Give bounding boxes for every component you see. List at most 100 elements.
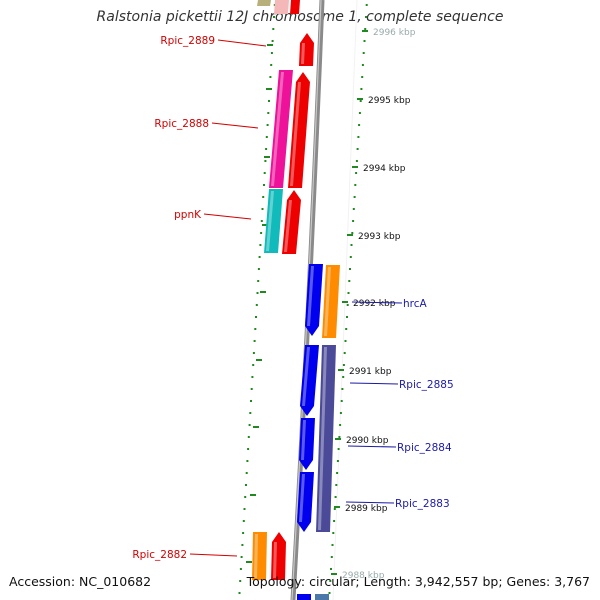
minor-tick-right <box>339 424 342 426</box>
gene-rpic-2885-blue[interactable] <box>300 345 319 416</box>
minor-tick-right <box>365 4 368 6</box>
gene-highlight <box>302 347 310 406</box>
gene-rpic-2882-red[interactable] <box>271 532 286 580</box>
gene-label-rpic_2885[interactable]: Rpic_2885 <box>399 379 454 391</box>
minor-tick-left <box>241 544 244 546</box>
major-tick <box>260 291 266 293</box>
minor-tick-right <box>346 304 349 306</box>
minor-tick-left <box>265 136 268 138</box>
minor-tick-left <box>239 568 242 570</box>
tick-label: 2990 kbp <box>346 436 389 446</box>
tick-label: 2996 kbp <box>373 28 416 38</box>
gene-rpic-2883-blue[interactable] <box>297 472 314 532</box>
minor-tick-left <box>250 400 252 402</box>
minor-tick-left <box>252 364 255 366</box>
gene-top-partial-olive <box>257 0 271 6</box>
minor-tick-right <box>343 352 346 354</box>
gene-label-hrca[interactable]: hrcA <box>403 298 428 310</box>
minor-tick-right <box>338 436 341 438</box>
gene-highlight <box>271 72 284 186</box>
major-tick <box>262 224 268 226</box>
minor-tick-left <box>244 496 247 498</box>
tick-label: 2989 kbp <box>345 504 388 514</box>
minor-tick-right <box>365 16 367 18</box>
minor-tick-left <box>249 412 252 414</box>
topology-label: Topology: circular; Length: 3,942,557 bp… <box>246 574 590 589</box>
minor-tick-right <box>334 496 337 498</box>
gene-rpic-2888-red[interactable] <box>288 72 310 188</box>
gene-hrca-orange[interactable] <box>322 265 340 338</box>
major-tick <box>335 438 341 440</box>
minor-tick-right <box>342 364 345 366</box>
minor-tick-right <box>333 520 336 522</box>
minor-tick-right <box>354 184 357 186</box>
minor-tick-left <box>242 520 245 522</box>
tick-label: 2988 kbp <box>342 571 385 581</box>
gene-ppnk-cyan[interactable] <box>264 189 283 253</box>
minor-tick-left <box>240 556 243 558</box>
gene-highlight <box>254 534 258 578</box>
minor-tick-right <box>337 448 340 450</box>
minor-tick-right <box>330 568 332 570</box>
gene-rpic-2885-purple[interactable] <box>316 345 336 532</box>
minor-tick-right <box>352 208 355 210</box>
gene-hrca-blue[interactable] <box>305 264 323 336</box>
accession-label: Accession: NC_010682 <box>9 574 152 589</box>
gene-rpic-2888-magenta[interactable] <box>269 70 293 188</box>
minor-tick-left <box>271 40 274 42</box>
minor-tick-right <box>361 76 364 78</box>
major-tick <box>342 301 348 303</box>
minor-tick-left <box>257 268 260 270</box>
minor-tick-left <box>272 28 275 30</box>
gene-ppnk-red[interactable] <box>282 190 301 254</box>
major-tick <box>331 573 337 575</box>
minor-tick-right <box>342 376 345 378</box>
gene-label-rpic_2888[interactable]: Rpic_2888 <box>154 118 209 130</box>
gene-label-rpic_2883[interactable]: Rpic_2883 <box>395 498 450 510</box>
callout-line <box>347 445 397 448</box>
major-tick <box>256 359 262 361</box>
gene-label-rpic_2882[interactable]: Rpic_2882 <box>132 549 187 561</box>
gene-rpic-2889[interactable] <box>299 33 314 66</box>
major-tick <box>250 494 256 496</box>
minor-tick-left <box>239 580 242 582</box>
minor-tick-right <box>332 532 335 534</box>
minor-tick-right <box>357 136 360 138</box>
minor-tick-right <box>353 196 356 198</box>
minor-tick-left <box>265 148 268 150</box>
gene-label-rpic_2884[interactable]: Rpic_2884 <box>397 442 452 454</box>
minor-tick-left <box>257 280 260 282</box>
minor-tick-left <box>267 112 270 114</box>
minor-tick-right <box>349 268 351 270</box>
minor-tick-left <box>258 256 261 258</box>
minor-tick-left <box>243 508 246 510</box>
minor-tick-left <box>270 52 273 54</box>
minor-tick-right <box>344 340 347 342</box>
minor-tick-right <box>359 100 362 102</box>
gene-highlight <box>290 82 301 186</box>
gene-top-partial-pink <box>274 0 289 14</box>
minor-tick-left <box>273 16 275 18</box>
tick-label: 2992 kbp <box>353 299 396 309</box>
minor-tick-left <box>262 196 265 198</box>
minor-tick-left <box>251 376 254 378</box>
minor-tick-left <box>255 316 257 318</box>
minor-tick-right <box>349 256 352 258</box>
gene-rpic-2884-blue[interactable] <box>299 418 315 470</box>
gene-bottom-partial-blue <box>297 594 311 600</box>
tick-label: 2995 kbp <box>368 96 411 106</box>
minor-tick-right <box>333 508 336 510</box>
gene-rpic-2882-orange[interactable] <box>252 532 267 580</box>
minor-tick-left <box>256 292 259 294</box>
gene-label-rpic_2889[interactable]: Rpic_2889 <box>160 35 215 47</box>
gene-label-ppnk[interactable]: ppnK <box>174 209 202 221</box>
minor-tick-left <box>238 592 241 594</box>
minor-tick-left <box>242 532 245 534</box>
minor-tick-right <box>361 64 364 66</box>
gene-highlight <box>273 542 277 578</box>
minor-tick-right <box>358 124 361 126</box>
minor-tick-left <box>248 424 251 426</box>
minor-tick-right <box>328 592 331 594</box>
callout-line <box>189 553 238 557</box>
